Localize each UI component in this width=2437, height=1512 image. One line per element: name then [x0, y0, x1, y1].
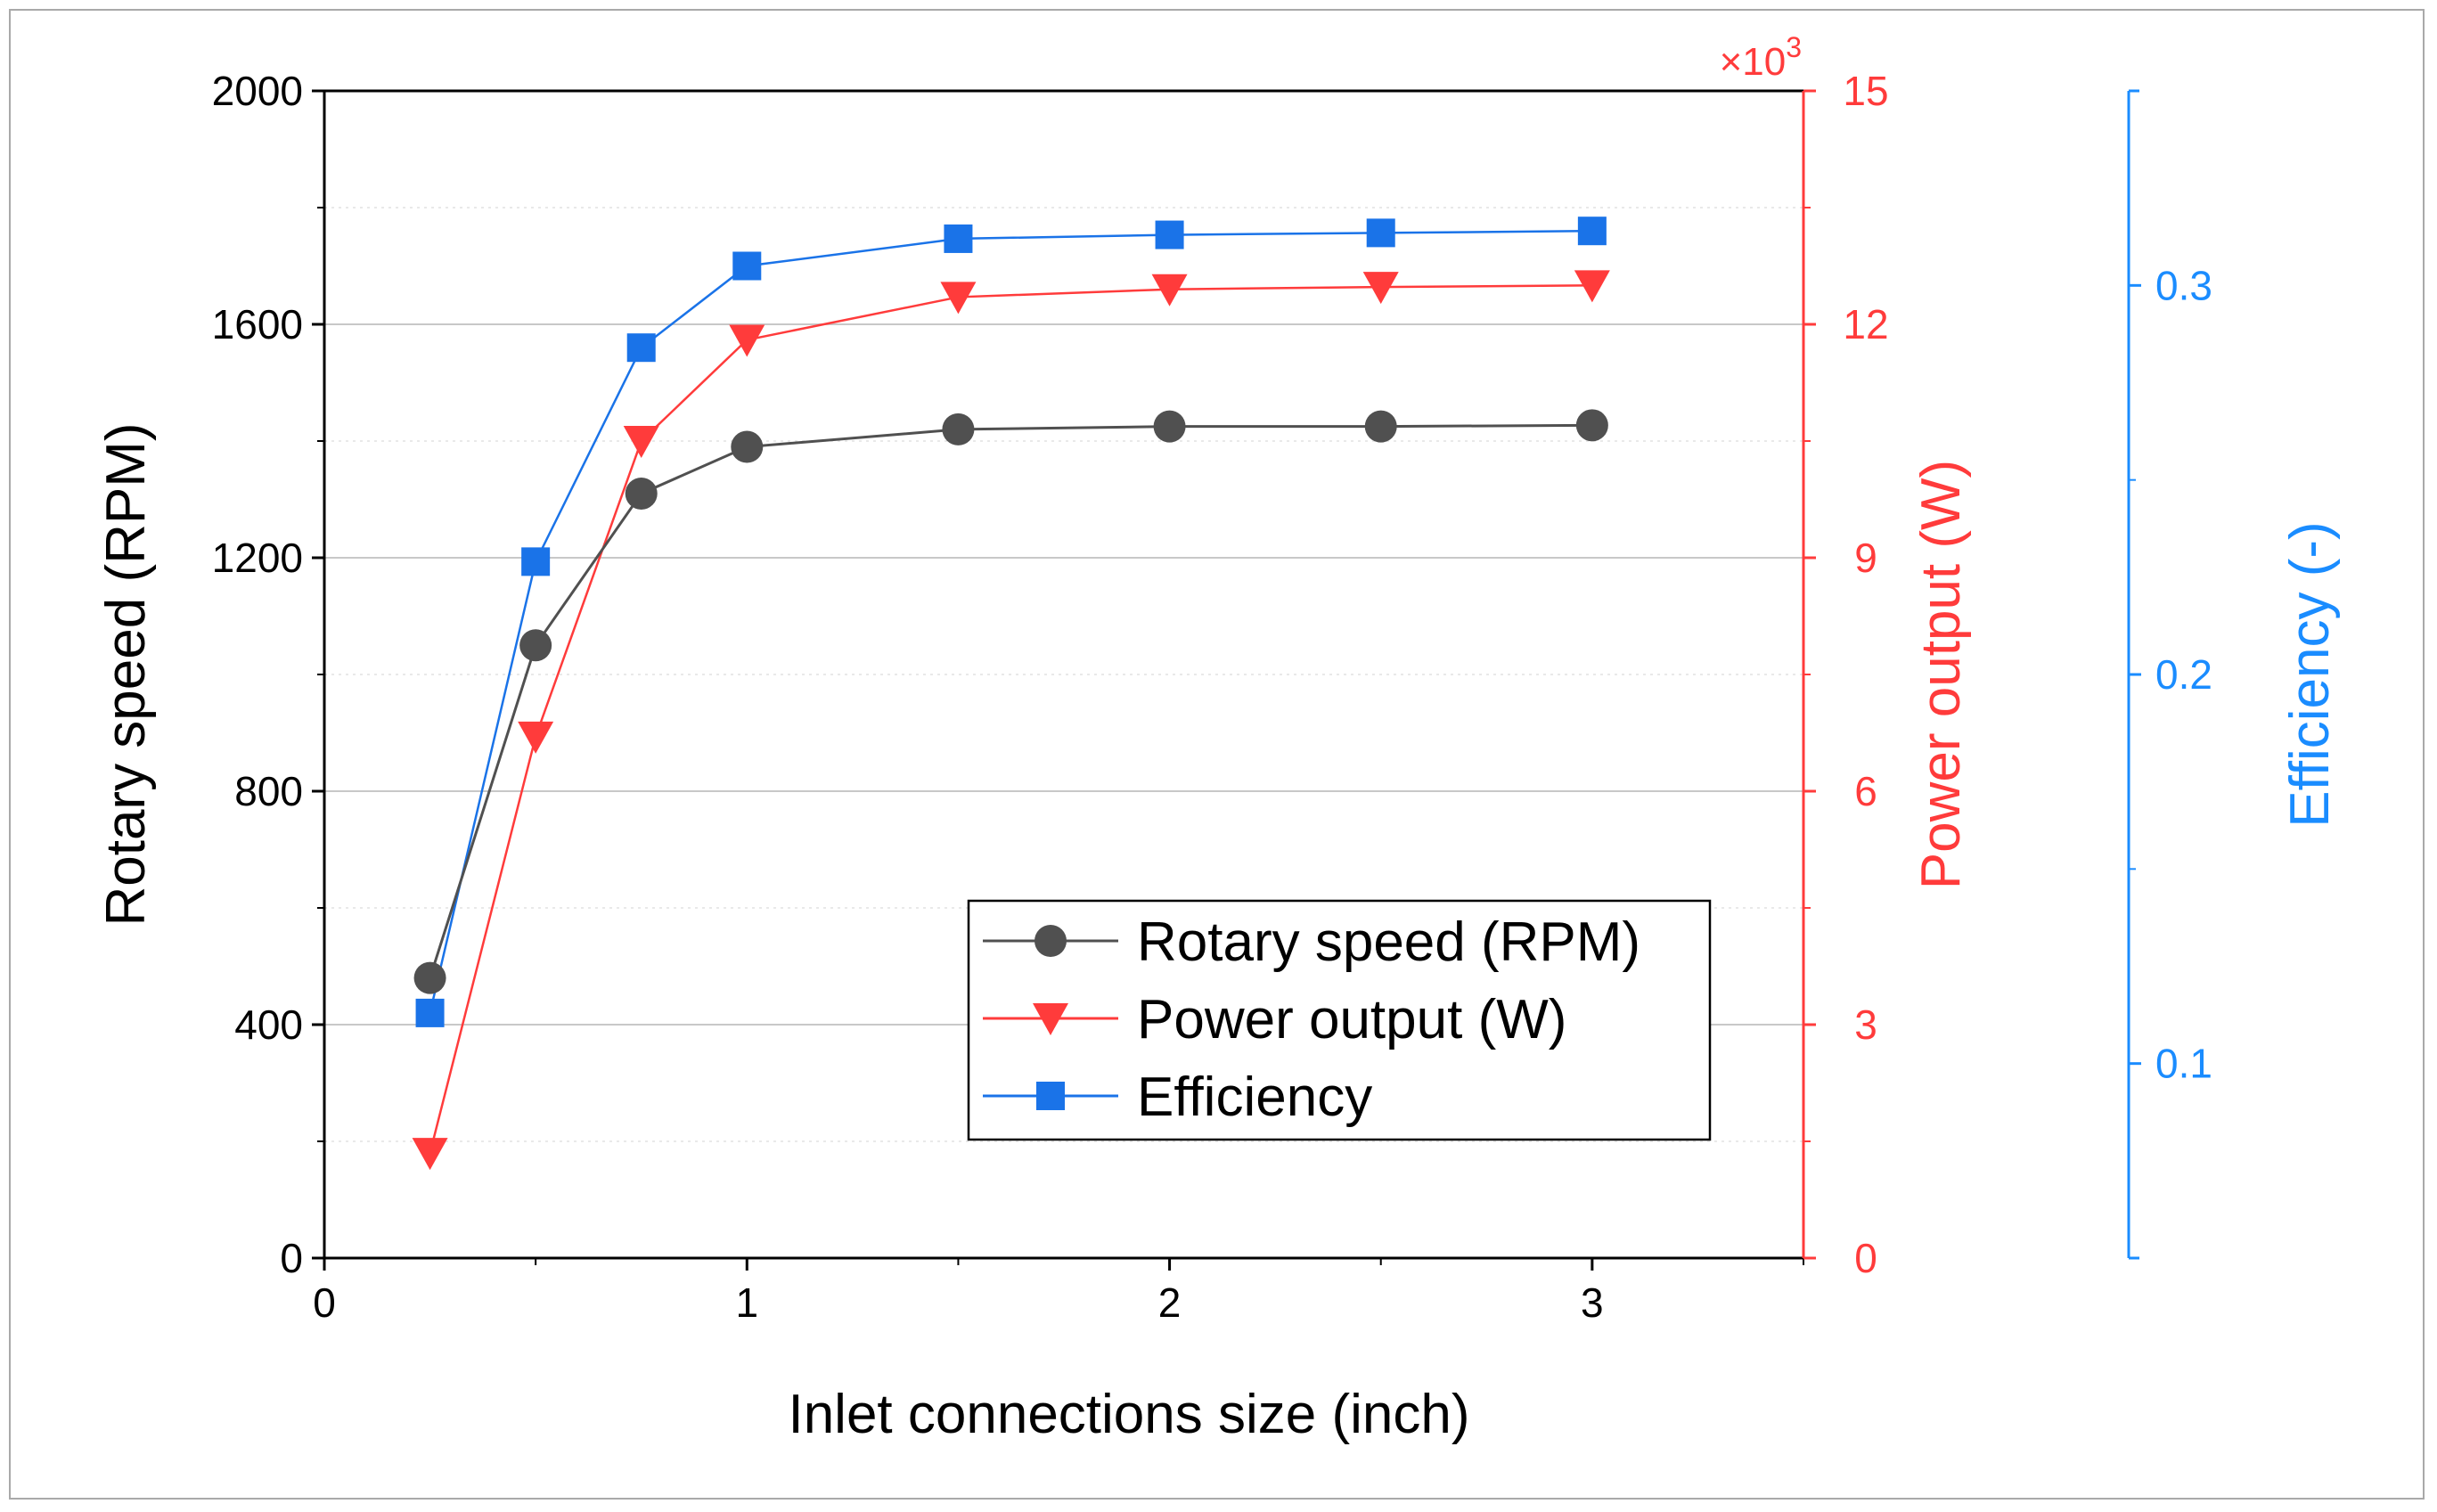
data-point-power-output-w [1151, 274, 1188, 306]
x-tick-label: 0 [313, 1279, 336, 1326]
legend-marker [1036, 1082, 1065, 1110]
data-point-rotary-speed-rpm [625, 477, 658, 510]
series-efficiency [415, 217, 1607, 1027]
left-tick-label: 800 [234, 768, 303, 814]
power-tick-label: 12 [1843, 301, 1888, 347]
chart-frame [9, 9, 2425, 1500]
data-point-efficiency [1366, 218, 1395, 248]
efficiency-tick-label: 0.2 [2155, 651, 2212, 698]
legend-entry: Efficiency [983, 1067, 1372, 1128]
left-tick-label: 2000 [212, 68, 303, 114]
power-axis-multiplier-exp: 3 [1786, 31, 1802, 63]
series-rotary-speed-rpm [413, 409, 1608, 994]
power-tick-label: 15 [1843, 68, 1888, 114]
power-tick-label: 9 [1854, 535, 1877, 581]
left-tick-label: 400 [234, 1001, 303, 1048]
series-line-efficiency [429, 229, 1592, 1014]
series-layer [412, 217, 1610, 1171]
data-point-rotary-speed-rpm [413, 961, 446, 994]
data-point-rotary-speed-rpm [942, 413, 975, 445]
legend-marker [1033, 1003, 1068, 1035]
data-point-efficiency [521, 547, 551, 576]
left-tick-label: 0 [280, 1235, 303, 1281]
data-point-efficiency [415, 998, 445, 1027]
x-tick-label: 3 [1581, 1279, 1604, 1326]
series-power-output-w [412, 270, 1610, 1171]
series-line-rotary-speed-rpm [429, 423, 1592, 979]
legend-label: Rotary speed (RPM) [1137, 911, 1640, 973]
power-axis-multiplier-base: ×10 [1720, 40, 1787, 84]
left-axis-title: Rotary speed (RPM) [95, 422, 157, 926]
power-axis-multiplier: ×103 [1720, 31, 1802, 84]
data-point-rotary-speed-rpm [1364, 410, 1397, 443]
x-axis-title: Inlet connections size (inch) [788, 1384, 1469, 1445]
data-point-efficiency [626, 333, 656, 363]
legend-entry: Power output (W) [983, 989, 1566, 1050]
legend-label: Efficiency [1137, 1067, 1372, 1128]
data-point-power-output-w [729, 324, 765, 357]
data-point-power-output-w [1362, 272, 1399, 305]
data-point-power-output-w [940, 282, 977, 315]
power-axis-title: Power output (W) [1910, 460, 1972, 889]
power-tick-label: 3 [1854, 1001, 1877, 1048]
efficiency-axis-title: Efficiency (-) [2279, 521, 2341, 827]
data-point-power-output-w [518, 721, 554, 754]
left-tick-label: 1200 [212, 535, 303, 581]
legend-label: Power output (W) [1137, 989, 1566, 1050]
legend-marker [1034, 925, 1067, 957]
x-tick-label: 1 [735, 1279, 758, 1326]
legend: Rotary speed (RPM) Power output (W) Effici… [967, 899, 1712, 1141]
legend-entry: Rotary speed (RPM) [983, 911, 1640, 973]
data-point-efficiency [732, 251, 762, 281]
power-tick-label: 0 [1854, 1235, 1877, 1281]
data-point-efficiency [1155, 220, 1184, 249]
left-tick-label: 1600 [212, 301, 303, 347]
data-point-rotary-speed-rpm [731, 430, 764, 463]
data-point-rotary-speed-rpm [1575, 409, 1608, 442]
data-point-power-output-w [412, 1138, 448, 1171]
data-point-efficiency [1577, 217, 1607, 246]
efficiency-tick-label: 0.1 [2155, 1041, 2212, 1087]
data-point-efficiency [944, 224, 973, 253]
data-point-rotary-speed-rpm [519, 629, 552, 662]
data-point-rotary-speed-rpm [1153, 410, 1186, 443]
x-tick-label: 2 [1158, 1279, 1182, 1326]
data-point-power-output-w [623, 426, 659, 458]
efficiency-tick-label: 0.3 [2155, 262, 2212, 308]
data-point-power-output-w [1574, 270, 1610, 303]
series-line-power-output-w [429, 284, 1592, 1154]
power-tick-label: 6 [1854, 768, 1877, 814]
